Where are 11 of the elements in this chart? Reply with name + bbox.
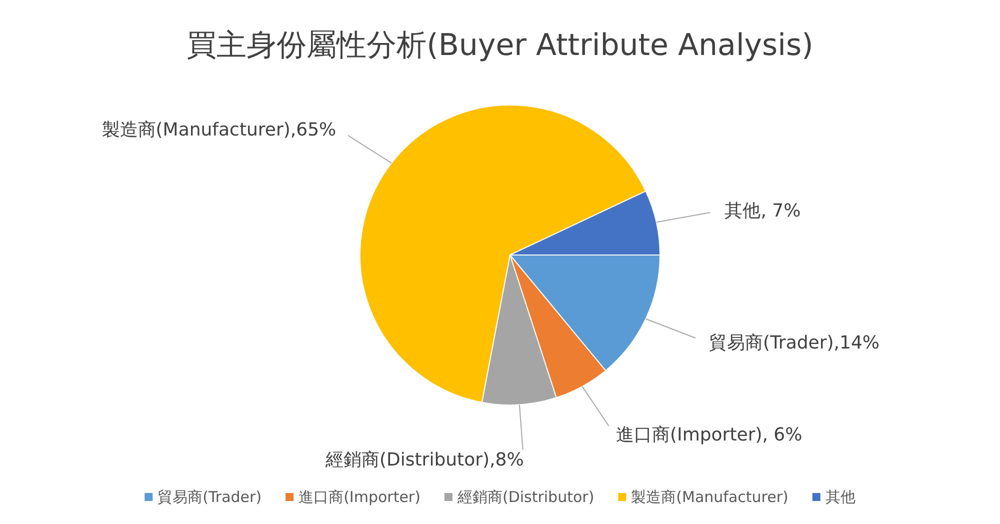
legend-label: 進口商(Importer) xyxy=(298,488,420,506)
data-label: 經銷商(Distributor),8% xyxy=(324,450,524,471)
legend-label: 經銷商(Distributor) xyxy=(456,488,594,506)
legend-label: 製造商(Manufacturer) xyxy=(631,488,788,506)
data-label: 貿易商(Trader),14% xyxy=(709,332,880,354)
data-label: 製造商(Manufacturer),65% xyxy=(102,119,336,140)
legend-label: 其他 xyxy=(825,488,856,506)
chart-title: 買主身份屬性分析(Buyer Attribute Analysis) xyxy=(186,28,814,63)
data-label: 進口商(Importer), 6% xyxy=(616,424,802,446)
data-label: 其他, 7% xyxy=(724,200,801,222)
legend-label: 貿易商(Trader) xyxy=(158,488,262,506)
